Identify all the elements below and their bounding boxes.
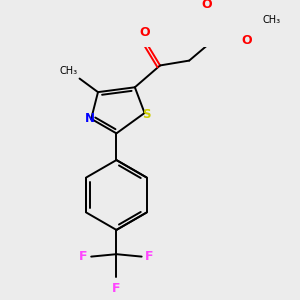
Text: O: O (242, 34, 252, 47)
Text: S: S (142, 108, 150, 121)
Text: O: O (202, 0, 212, 11)
Text: CH₃: CH₃ (262, 15, 280, 25)
Text: F: F (145, 250, 154, 263)
Text: F: F (112, 282, 121, 295)
Text: F: F (79, 250, 88, 263)
Text: N: N (85, 112, 95, 125)
Text: CH₃: CH₃ (59, 66, 78, 76)
Text: O: O (139, 26, 150, 39)
